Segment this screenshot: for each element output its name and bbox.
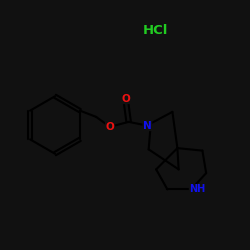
Text: O: O: [106, 122, 114, 132]
Text: O: O: [122, 94, 130, 104]
Text: NH: NH: [189, 184, 206, 194]
Text: HCl: HCl: [142, 24, 168, 36]
Text: N: N: [143, 121, 152, 130]
